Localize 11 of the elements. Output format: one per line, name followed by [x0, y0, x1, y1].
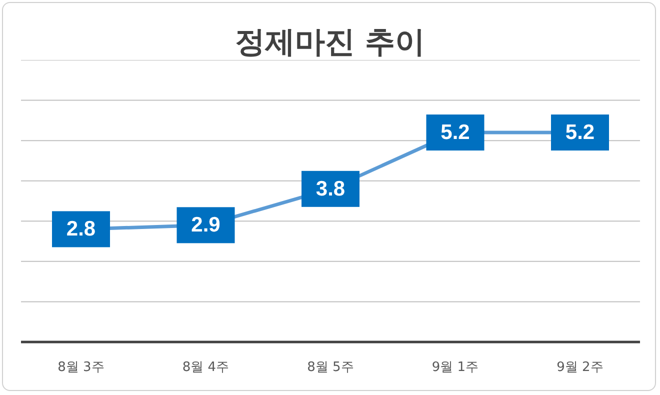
x-tick-label: 8월 3주: [58, 360, 104, 376]
x-tick-label: 9월 2주: [556, 360, 604, 376]
data-label: 3.8: [316, 177, 346, 200]
data-label: 2.9: [191, 214, 220, 237]
x-tick-label: 8월 4주: [182, 360, 230, 376]
x-tick-label: 9월 1주: [432, 360, 479, 376]
x-tick-label: 8월 5주: [307, 360, 354, 376]
chart-title: 정제마진 추이: [234, 24, 426, 62]
data-label: 2.8: [66, 218, 96, 241]
data-label: 5.2: [440, 121, 470, 144]
data-label: 5.2: [565, 121, 595, 144]
